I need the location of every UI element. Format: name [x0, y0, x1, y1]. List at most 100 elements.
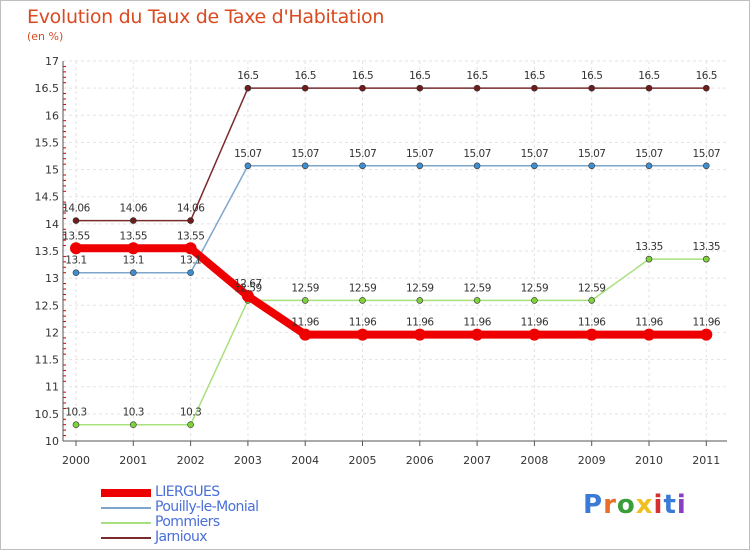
data-label-jarnioux: 16.5 — [237, 70, 258, 82]
data-label-jarnioux: 16.5 — [409, 70, 430, 82]
data-point-pommiers — [72, 421, 80, 429]
data-point-liergues — [70, 242, 82, 255]
y-tick-label: 11.5 — [35, 354, 60, 367]
data-point-liergues — [413, 328, 426, 341]
data-label-jarnioux: 16.5 — [466, 70, 487, 82]
data-label-liergues: 11.96 — [406, 317, 434, 329]
y-tick-label: 12 — [45, 326, 59, 339]
data-label-liergues: 13.55 — [177, 230, 205, 242]
data-point-liergues — [356, 328, 369, 341]
data-point-jarnioux — [473, 84, 481, 92]
data-point-liergues — [127, 242, 140, 255]
data-point-pouilly-le-monial — [244, 162, 252, 170]
chart-subtitle: (en %) — [27, 30, 64, 43]
y-tick-label: 12.5 — [35, 299, 60, 312]
logo-letter: x — [635, 490, 654, 520]
data-label-liergues: 11.96 — [578, 317, 606, 329]
data-point-pommiers — [531, 297, 538, 304]
legend-label: Jarnioux — [155, 529, 208, 545]
legend-label: Pouilly-le-Monial — [155, 499, 259, 515]
proxiti-logo: Proxiti — [583, 490, 687, 520]
data-label-pouilly-le-monial: 15.07 — [291, 148, 319, 160]
data-point-pommiers — [702, 255, 710, 263]
data-point-pommiers — [645, 255, 653, 263]
data-label-jarnioux: 16.5 — [638, 70, 659, 82]
y-tick-label: 16 — [45, 109, 59, 122]
data-label-pouilly-le-monial: 15.07 — [463, 148, 491, 160]
data-point-pommiers — [130, 421, 137, 429]
data-point-jarnioux — [301, 84, 309, 92]
data-label-pouilly-le-monial: 15.07 — [521, 148, 549, 160]
data-label-pommiers: 12.59 — [291, 282, 319, 294]
chart-title: Evolution du Taux de Taxe d'Habitation — [27, 6, 385, 28]
y-tick-label: 10.5 — [35, 408, 60, 421]
x-tick-label: 2010 — [635, 454, 663, 467]
data-point-liergues — [585, 328, 598, 341]
legend-swatch — [101, 537, 151, 539]
data-label-liergues: 12.67 — [234, 278, 262, 290]
y-tick-label: 13 — [45, 272, 59, 285]
data-point-jarnioux — [130, 217, 137, 224]
data-label-pommiers: 12.59 — [349, 282, 377, 294]
data-label-pommiers: 10.3 — [123, 407, 144, 419]
data-label-liergues: 11.96 — [693, 317, 721, 329]
data-label-liergues: 13.55 — [120, 230, 148, 242]
data-label-jarnioux: 14.06 — [62, 203, 90, 215]
data-label-liergues: 11.96 — [521, 317, 549, 329]
x-tick-label: 2004 — [291, 454, 319, 467]
x-tick-label: 2007 — [463, 454, 491, 467]
data-point-jarnioux — [416, 84, 424, 92]
data-label-pommiers: 13.35 — [635, 241, 663, 253]
data-label-pouilly-le-monial: 15.07 — [693, 148, 721, 160]
data-point-liergues — [471, 328, 484, 341]
logo-letter: i — [653, 490, 664, 520]
logo-letter: r — [603, 490, 617, 520]
logo-letter: o — [616, 490, 636, 520]
data-label-pouilly-le-monial: 15.07 — [635, 148, 663, 160]
data-label-pouilly-le-monial: 13.1 — [180, 255, 201, 267]
data-label-jarnioux: 16.5 — [295, 70, 316, 82]
data-label-pommiers: 12.59 — [463, 282, 491, 294]
data-label-liergues: 11.96 — [291, 317, 319, 329]
x-tick-label: 2002 — [177, 454, 205, 467]
data-point-pouilly-le-monial — [187, 269, 194, 277]
data-label-pommiers: 12.59 — [521, 282, 549, 294]
x-tick-label: 2001 — [119, 454, 147, 467]
data-point-jarnioux — [187, 217, 194, 224]
data-point-pouilly-le-monial — [130, 269, 137, 277]
data-point-pouilly-le-monial — [588, 162, 596, 170]
x-tick-label: 2005 — [349, 454, 377, 467]
data-point-pommiers — [301, 297, 309, 304]
logo-letter: P — [583, 490, 604, 520]
y-tick-label: 10 — [45, 435, 59, 448]
data-label-liergues: 13.55 — [62, 230, 90, 242]
data-point-jarnioux — [72, 217, 80, 224]
logo-letter: t — [663, 490, 677, 520]
x-tick-label: 2003 — [234, 454, 262, 467]
x-tick-label: 2008 — [520, 454, 548, 467]
legend-label: Pommiers — [155, 514, 220, 530]
data-point-pouilly-le-monial — [416, 162, 424, 170]
series-line-jarnioux — [75, 87, 708, 222]
data-label-liergues: 11.96 — [463, 317, 491, 329]
legend-swatch — [101, 522, 151, 524]
y-tick-label: 16.5 — [35, 82, 60, 95]
data-point-pouilly-le-monial — [359, 162, 366, 170]
data-label-jarnioux: 16.5 — [696, 70, 717, 82]
data-point-pommiers — [588, 297, 596, 304]
data-label-pouilly-le-monial: 15.07 — [349, 148, 377, 160]
data-point-jarnioux — [645, 84, 653, 92]
series-line-pommiers — [75, 258, 708, 426]
data-point-liergues — [184, 242, 197, 255]
data-label-pommiers: 10.3 — [65, 407, 86, 419]
data-label-jarnioux: 16.5 — [581, 70, 602, 82]
data-label-pommiers: 13.35 — [693, 241, 721, 253]
legend-swatch — [101, 507, 151, 509]
data-point-liergues — [299, 328, 312, 341]
data-label-pouilly-le-monial: 15.07 — [234, 148, 262, 160]
data-point-pommiers — [359, 297, 366, 304]
data-point-liergues — [241, 290, 254, 303]
data-label-liergues: 11.96 — [349, 317, 377, 329]
data-label-pouilly-le-monial: 13.1 — [123, 255, 144, 267]
